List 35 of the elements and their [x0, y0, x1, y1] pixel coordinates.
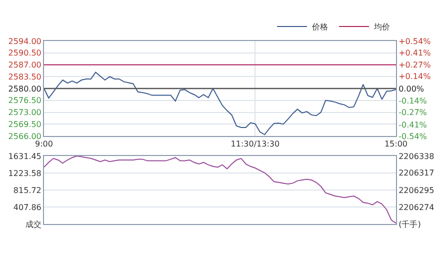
y-tick-label: 407.86 [13, 202, 42, 212]
y-tick-label: 1631.45 [8, 152, 42, 161]
line-series [44, 156, 396, 224]
y2-tick-label: (千手) [398, 220, 421, 229]
y-tick-label: 2594.00 [8, 36, 42, 46]
y2-tick-label: -0.27% [398, 108, 428, 118]
y-tick-label: 2576.50 [8, 96, 42, 106]
y2-tick-label: +0.41% [398, 48, 432, 58]
y-tick-label: 2580.00 [8, 84, 42, 94]
y-tick-label: 2573.00 [8, 108, 42, 118]
y-tick-label: 2583.50 [8, 72, 42, 82]
y2-tick-label: -0.14% [398, 96, 428, 106]
y-tick-label: 2587.00 [8, 60, 42, 70]
y2-tick-label: -0.41% [398, 120, 428, 130]
y-tick-label: 成交 [25, 220, 42, 229]
y-tick-label: 2590.50 [8, 48, 42, 58]
line-series [44, 72, 396, 136]
y-tick-label: 2569.50 [8, 120, 42, 129]
y-tick-label: 815.72 [13, 186, 42, 195]
y2-tick-label: 2206295 [398, 186, 434, 196]
y-tick-label: 2566.00 [8, 132, 42, 141]
y2-tick-label: 2206274 [398, 203, 434, 212]
x-tick-label: 9:00 [35, 140, 53, 149]
y2-tick-label: -0.54% [398, 132, 428, 141]
y2-tick-label: 2206317 [398, 168, 434, 178]
y-tick-label: 1223.58 [8, 168, 42, 178]
legend-label: 价格 [311, 22, 328, 32]
y2-tick-label: +0.14% [398, 72, 432, 81]
y2-tick-label: +0.54% [398, 36, 432, 46]
y2-tick-label: +0.27% [398, 60, 432, 70]
legend-label: 均价 [373, 22, 390, 32]
x-tick-label: 15:00 [384, 140, 408, 149]
x-tick-label: 11:30/13:30 [230, 140, 280, 149]
y2-tick-label: 2206338 [398, 152, 434, 161]
y2-tick-label: 0.00% [398, 84, 424, 94]
